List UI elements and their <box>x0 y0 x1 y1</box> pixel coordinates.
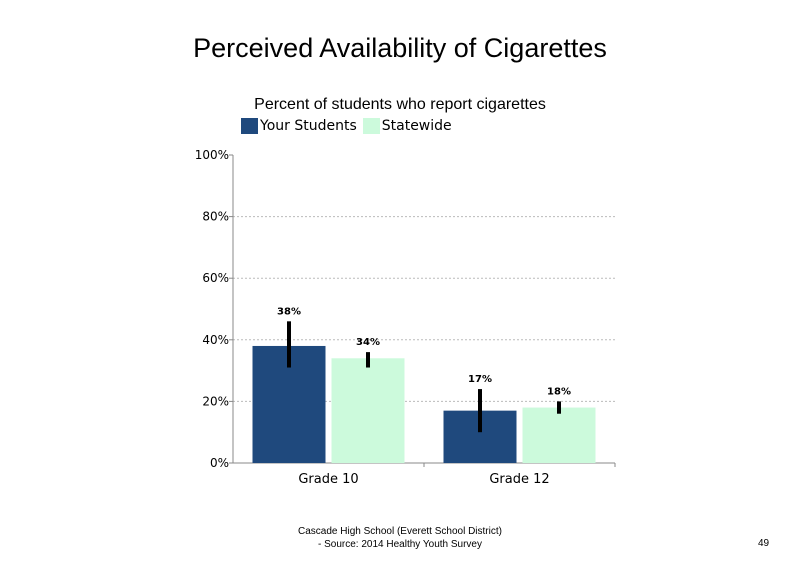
data-label: 17% <box>468 374 492 385</box>
x-tick-label: Grade 10 <box>298 472 358 487</box>
data-label: 38% <box>277 306 301 317</box>
y-tick-label: 40% <box>202 333 229 347</box>
y-tick-label: 60% <box>202 271 229 285</box>
page-number: 49 <box>758 538 770 549</box>
bar-grade-10-series-1 <box>331 358 405 463</box>
legend-item-your-students: Your Students <box>241 118 357 134</box>
chart-title: Perceived Availability of Cigarettes <box>193 33 607 63</box>
slide-footer: Cascade High School (Everett School Dist… <box>250 525 550 551</box>
y-tick-label: 0% <box>210 456 229 470</box>
chart-subtitle: Percent of students who report cigarette… <box>254 96 546 113</box>
data-label: 34% <box>356 337 380 348</box>
legend-swatch-your-students <box>241 118 258 134</box>
y-tick-label: 100% <box>195 148 229 162</box>
x-tick-label: Grade 12 <box>489 472 549 487</box>
legend-item-statewide: Statewide <box>362 118 452 134</box>
y-tick-label: 20% <box>202 394 229 408</box>
legend-swatch-statewide <box>362 118 380 134</box>
y-tick-label: 80% <box>202 210 229 224</box>
footer-school: Cascade High School (Everett School Dist… <box>298 526 502 537</box>
legend-label-statewide: Statewide <box>381 118 452 134</box>
footer-source: - Source: 2014 Healthy Youth Survey <box>318 539 482 550</box>
bar-grade-12-series-1 <box>522 407 596 463</box>
chart-legend: Your Students Statewide <box>241 118 458 134</box>
data-label: 18% <box>547 386 571 397</box>
legend-label-your-students: Your Students <box>260 118 357 134</box>
